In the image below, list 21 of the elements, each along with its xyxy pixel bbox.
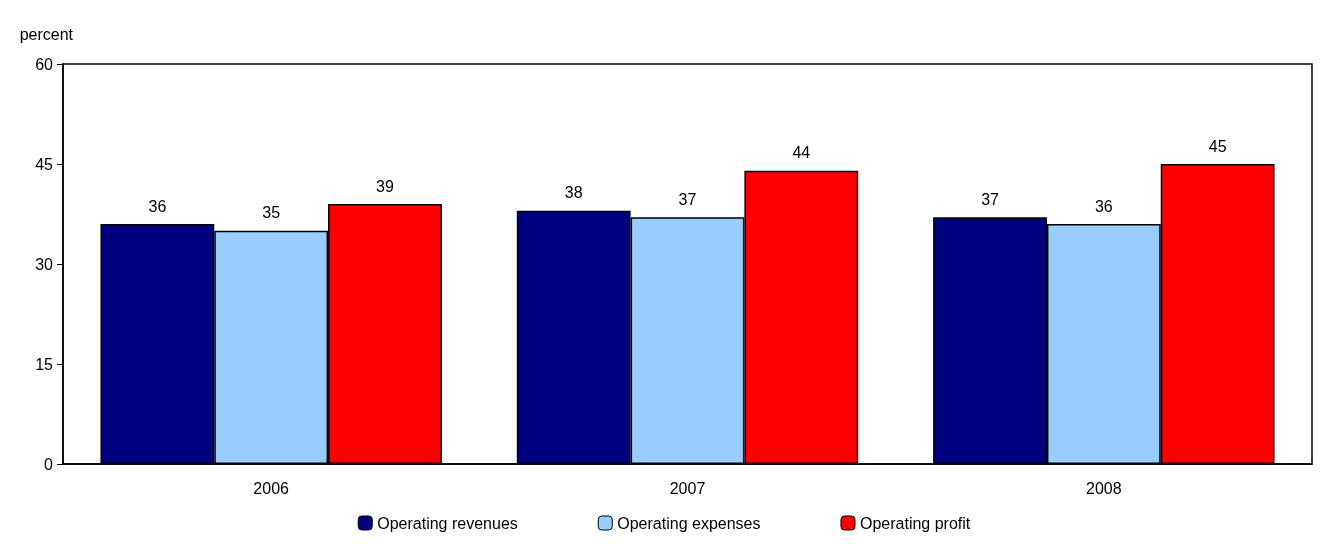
- data-label: 36: [1094, 197, 1113, 215]
- data-label: 38: [564, 184, 583, 202]
- x-tick-label: 2008: [1086, 479, 1122, 497]
- data-label: 45: [1208, 137, 1227, 155]
- y-tick-label: 30: [35, 255, 54, 273]
- y-axis-title: percent: [19, 25, 74, 43]
- data-label: 35: [262, 204, 281, 222]
- y-tick-label: 0: [44, 455, 54, 473]
- y-tick-label: 15: [35, 355, 54, 373]
- legend-label: Operating profit: [859, 514, 971, 532]
- data-label: 36: [148, 197, 167, 215]
- legend-label: Operating revenues: [377, 514, 518, 532]
- data-label: 39: [376, 177, 394, 195]
- x-tick-label: 2006: [253, 479, 290, 497]
- data-label: 37: [678, 190, 697, 208]
- y-tick-label: 60: [35, 55, 54, 73]
- x-tick-label: 2007: [669, 479, 706, 497]
- data-label: 44: [792, 144, 811, 162]
- y-tick-label: 45: [35, 155, 54, 173]
- legend-label: Operating expenses: [617, 514, 761, 532]
- data-label: 37: [981, 190, 1000, 208]
